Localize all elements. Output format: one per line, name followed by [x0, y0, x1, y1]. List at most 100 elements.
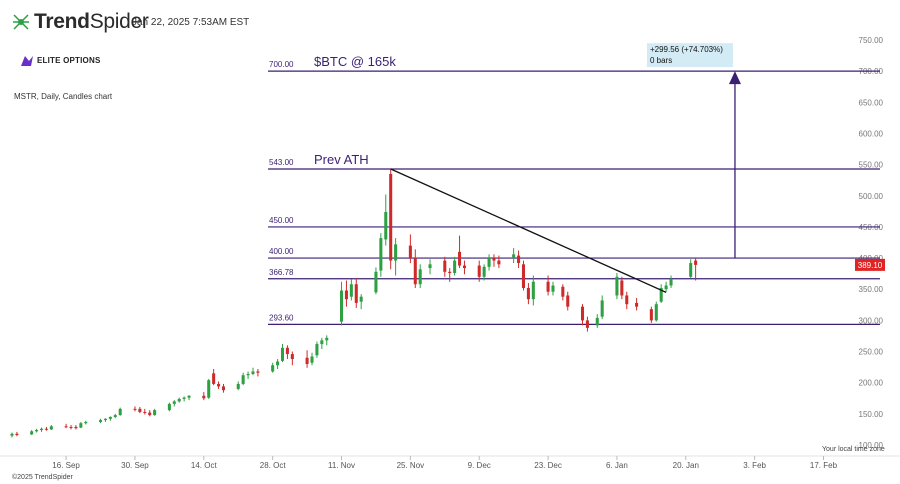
candle-body	[497, 260, 501, 265]
y-tick-label: 100.00	[859, 441, 884, 450]
candle	[15, 431, 19, 437]
candle-body	[595, 317, 599, 326]
candle	[615, 273, 619, 300]
candle-body	[384, 211, 388, 240]
trendspider-logo: TrendSpider	[34, 10, 149, 34]
x-tick-label: 14. Oct	[191, 461, 218, 470]
candle-body	[236, 383, 240, 389]
candle-body	[251, 371, 255, 374]
candle-body	[359, 296, 363, 302]
candle-body	[44, 428, 48, 430]
candle-body	[49, 426, 53, 430]
candle	[182, 396, 186, 402]
trendline	[390, 168, 667, 293]
x-tick-label: 16. Sep	[52, 461, 80, 470]
candle	[64, 423, 68, 429]
candle	[659, 284, 663, 303]
candle-body	[256, 371, 260, 373]
candle-body	[202, 395, 206, 399]
candle-body	[30, 431, 34, 435]
candle	[84, 420, 88, 425]
candle	[443, 256, 447, 277]
candle-body	[241, 375, 245, 384]
level-annotation: Prev ATH	[314, 152, 369, 167]
candle	[133, 406, 137, 412]
y-tick-label: 200.00	[859, 379, 884, 388]
candle-body	[212, 373, 216, 384]
candle	[561, 284, 565, 301]
candle-body	[389, 173, 393, 261]
y-tick-label: 750.00	[859, 36, 884, 45]
candle	[207, 378, 211, 399]
candle	[69, 425, 73, 430]
y-tick-label: 300.00	[859, 316, 884, 325]
candle	[143, 408, 147, 415]
candle-body	[526, 287, 530, 300]
candle-body	[315, 344, 319, 356]
candle	[315, 341, 319, 358]
candle-body	[64, 426, 68, 428]
candle-body	[428, 264, 432, 269]
candle-body	[664, 285, 668, 290]
candle	[290, 351, 294, 366]
candle	[153, 408, 157, 416]
candle-body	[103, 418, 107, 421]
app-header: TrendSpider Jan 22, 2025 7:53AM EST	[0, 0, 900, 44]
candle	[172, 400, 176, 407]
y-axis: 100.00150.00200.00250.00300.00350.00400.…	[859, 36, 884, 450]
candle-body	[689, 263, 693, 277]
candle	[689, 259, 693, 279]
candle-body	[187, 395, 191, 398]
candle-body	[659, 287, 663, 302]
candle-body	[138, 408, 142, 412]
candle	[354, 278, 358, 308]
candle	[551, 281, 555, 296]
candle-body	[177, 398, 181, 402]
candle-body	[482, 266, 486, 277]
candle-body	[561, 286, 565, 297]
candle	[349, 279, 353, 301]
candle-body	[531, 281, 535, 300]
candle	[566, 291, 570, 311]
x-tick-label: 17. Feb	[810, 461, 838, 470]
candle-body	[546, 281, 550, 292]
measure-label-box	[646, 43, 733, 68]
candles	[10, 168, 698, 438]
candle	[654, 301, 658, 322]
x-tick-label: 28. Oct	[260, 461, 287, 470]
candle-body	[413, 258, 417, 285]
candle-body	[408, 245, 412, 259]
measure-bars-label: 0 bars	[650, 56, 672, 65]
candle-body	[182, 397, 186, 399]
x-tick-label: 6. Jan	[606, 461, 628, 470]
candle-body	[669, 279, 673, 286]
candle	[148, 410, 152, 417]
candle	[344, 280, 348, 307]
candle	[49, 425, 53, 431]
candle	[339, 281, 344, 326]
measure-change-label: +299.56 (+74.703%)	[650, 45, 723, 54]
candle	[325, 335, 329, 346]
candle	[694, 258, 698, 281]
candle	[113, 413, 117, 419]
candle-body	[84, 421, 88, 424]
x-tick-label: 11. Nov	[328, 461, 355, 470]
candle	[35, 428, 39, 433]
candle-body	[10, 433, 14, 436]
candle-body	[443, 260, 447, 272]
candle-body	[635, 302, 639, 307]
measure-arrowhead	[728, 71, 741, 85]
y-tick-label: 600.00	[859, 129, 884, 138]
candle-body	[394, 244, 398, 261]
candle	[44, 426, 48, 431]
candle	[280, 344, 285, 363]
candle-body	[207, 380, 211, 398]
candle	[379, 233, 383, 277]
level-value-label: 366.78	[269, 268, 294, 277]
candle	[428, 259, 432, 275]
y-tick-label: 550.00	[859, 161, 884, 170]
candle	[285, 345, 289, 360]
candle-body	[492, 258, 496, 261]
x-tick-label: 23. Dec	[534, 461, 562, 470]
